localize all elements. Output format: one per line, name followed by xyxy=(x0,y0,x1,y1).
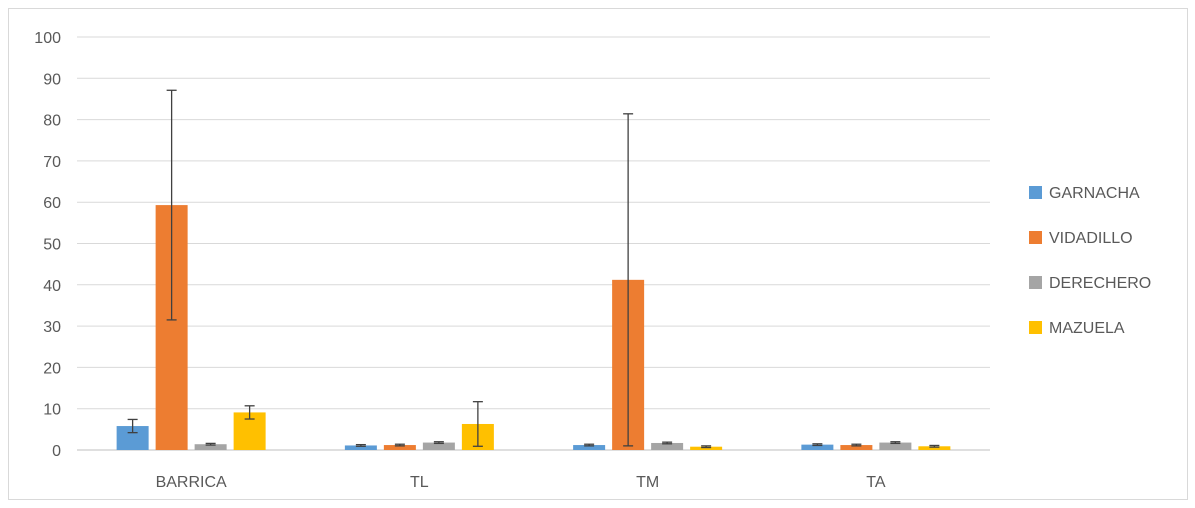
bar-vidadillo xyxy=(383,445,416,450)
y-tick-label: 40 xyxy=(43,278,61,295)
bar-garnacha xyxy=(573,445,606,450)
bar-derechero xyxy=(422,442,455,450)
legend-swatch-derechero xyxy=(1029,276,1042,289)
bar-derechero xyxy=(194,444,227,450)
gridlines xyxy=(77,36,990,451)
bars xyxy=(116,205,951,450)
y-tick-label: 90 xyxy=(43,71,61,88)
y-tick-label: 60 xyxy=(43,195,61,212)
legend-label: DERECHERO xyxy=(1049,275,1151,292)
y-tick-label: 0 xyxy=(52,443,61,460)
bar-mazuela xyxy=(918,446,951,450)
x-tick-label: TL xyxy=(410,474,429,491)
y-tick-label: 100 xyxy=(34,30,61,47)
y-tick-label: 70 xyxy=(43,154,61,171)
bar-derechero xyxy=(879,442,912,450)
y-tick-label: 10 xyxy=(43,402,61,419)
bar-garnacha xyxy=(344,445,377,450)
legend-swatch-mazuela xyxy=(1029,321,1042,334)
x-axis-ticks: BARRICA TL TM TA xyxy=(156,474,886,491)
legend: GARNACHA VIDADILLO DERECHERO MAZUELA xyxy=(1029,185,1151,337)
legend-label: MAZUELA xyxy=(1049,320,1125,337)
legend-swatch-vidadillo xyxy=(1029,231,1042,244)
x-tick-label: BARRICA xyxy=(156,474,227,491)
legend-swatch-garnacha xyxy=(1029,186,1042,199)
y-axis-ticks: 0 10 20 30 40 50 60 70 80 90 100 xyxy=(34,30,61,460)
y-tick-label: 50 xyxy=(43,237,61,254)
x-tick-label: TM xyxy=(636,474,659,491)
y-tick-label: 30 xyxy=(43,319,61,336)
y-tick-label: 20 xyxy=(43,360,61,377)
y-tick-label: 80 xyxy=(43,113,61,130)
bar-mazuela xyxy=(690,446,723,450)
bar-derechero xyxy=(651,442,684,450)
bar-vidadillo xyxy=(840,445,873,450)
bar-garnacha xyxy=(801,444,834,450)
legend-label: GARNACHA xyxy=(1049,185,1140,202)
error-bars xyxy=(127,89,940,449)
legend-label: VIDADILLO xyxy=(1049,230,1133,247)
bar-garnacha xyxy=(116,426,149,450)
chart-frame xyxy=(8,8,1188,500)
x-tick-label: TA xyxy=(866,474,886,491)
